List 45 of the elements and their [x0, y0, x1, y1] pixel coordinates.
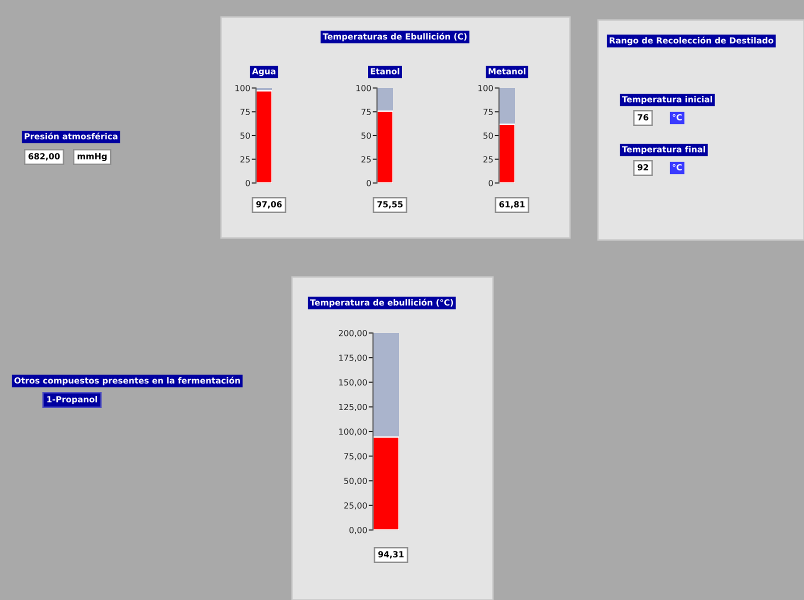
y-tick-label: 50 — [483, 132, 493, 139]
y-tick-label: 50 — [361, 132, 371, 139]
y-tick-label: 100 — [356, 84, 371, 92]
y-tick-label: 25 — [361, 156, 371, 163]
data-label: 97,06 — [256, 201, 282, 208]
data-label: 75,55 — [377, 201, 403, 208]
y-tick-label: 0 — [366, 180, 371, 186]
data-label: 94,31 — [378, 551, 404, 558]
text: Temperatura inicial — [622, 96, 712, 104]
x-tick-label: Etanol — [370, 68, 400, 74]
text: 1-Propanol — [47, 396, 97, 404]
text: Temperaturas de Ebullición (C) — [322, 32, 467, 42]
y-tick-label: 125,00 — [339, 404, 367, 412]
text: 76 — [638, 114, 648, 120]
y-tick-label: 75 — [240, 108, 250, 116]
y-tick-label: 0 — [246, 180, 250, 186]
text: Presión atmosférica — [24, 132, 118, 140]
y-tick-label: 25 — [240, 156, 250, 163]
text: 92 — [638, 164, 648, 170]
y-tick-label: 175,00 — [339, 354, 367, 362]
chart-title: Temperatura de ebullición (°C) — [310, 298, 453, 308]
y-tick-label: 75 — [484, 108, 493, 116]
text: Rango de Recolección de Destilado — [610, 36, 774, 46]
y-tick-label: 150,00 — [339, 379, 367, 386]
y-tick-label: 100,00 — [339, 428, 367, 436]
text: mmHg — [78, 153, 107, 162]
y-tick-label: 75 — [362, 108, 371, 116]
y-tick-label: 100 — [235, 84, 250, 92]
y-tick-label: 200,00 — [338, 330, 367, 338]
y-tick-label: 0 — [488, 180, 493, 186]
y-tick-label: 75,00 — [344, 453, 367, 460]
y-tick-label: 25 — [483, 156, 493, 163]
text: Temperatura final — [622, 146, 706, 154]
y-tick-label: 25,00 — [344, 502, 367, 510]
text: Otros compuestos presentes en la fermentación — [14, 376, 240, 386]
y-tick-label: 100 — [478, 84, 493, 92]
text: °C — [672, 164, 682, 170]
y-tick-label: 0,00 — [349, 526, 367, 534]
text: 682,00 — [28, 153, 60, 160]
y-tick-label: 50,00 — [344, 478, 367, 485]
data-label: 61,81 — [499, 201, 525, 208]
text: °C — [672, 114, 682, 120]
y-tick-label: 50 — [240, 132, 250, 139]
x-tick-label: Agua — [252, 68, 276, 76]
x-tick-label: Metanol — [488, 68, 526, 74]
